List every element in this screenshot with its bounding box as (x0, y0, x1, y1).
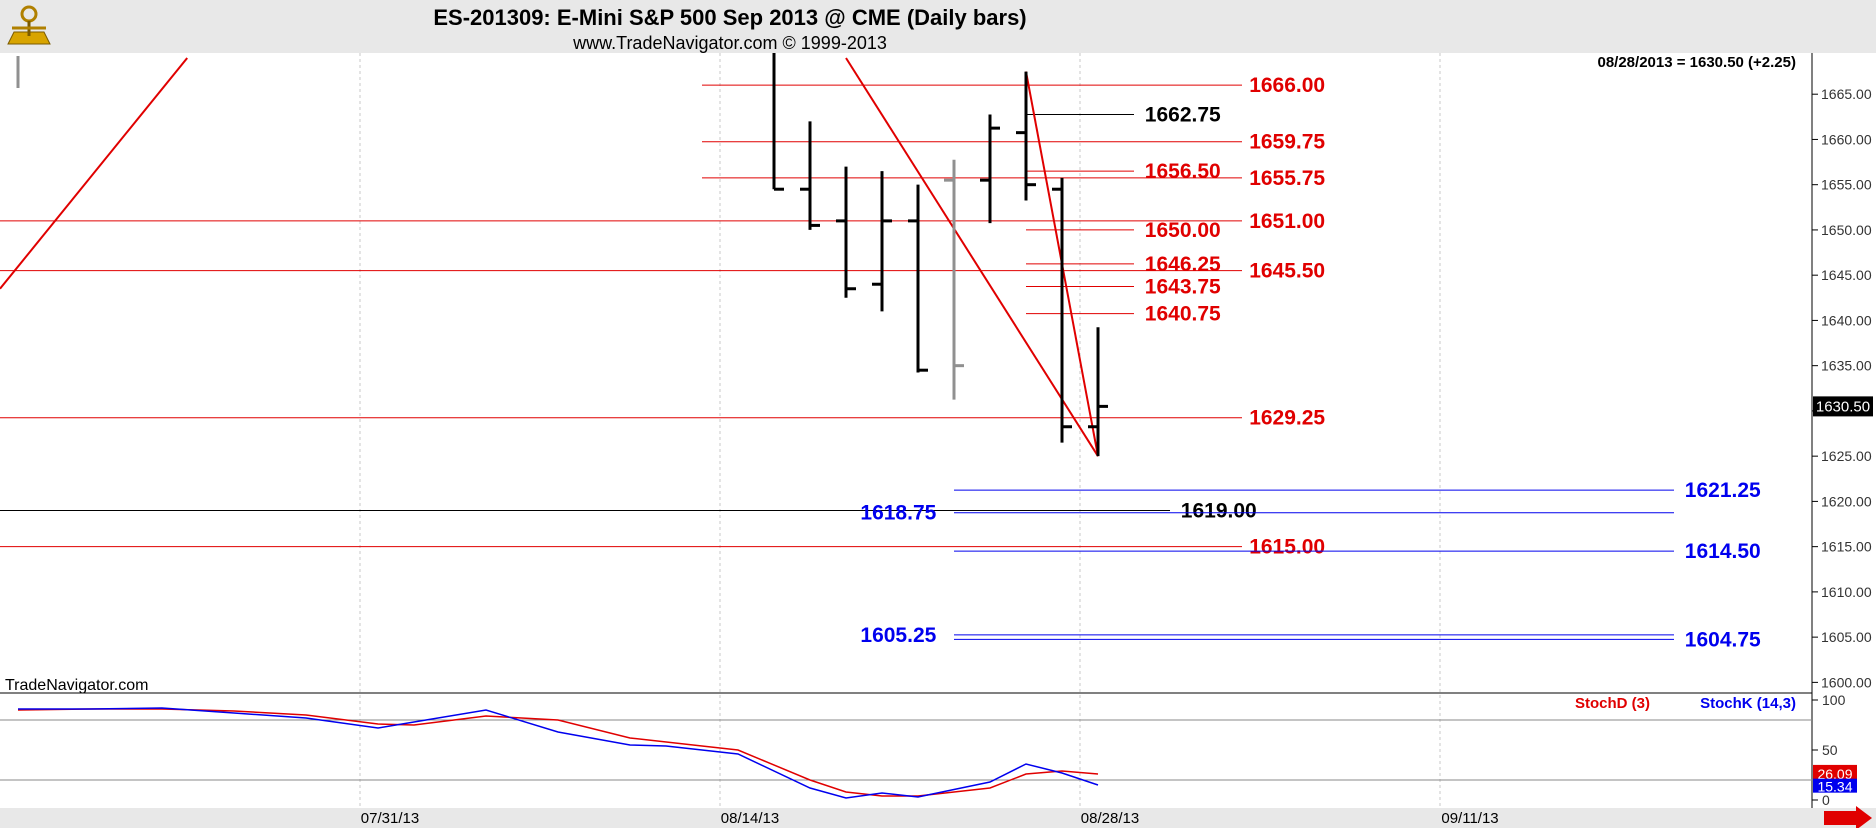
date-tick-label: 07/31/13 (361, 810, 419, 827)
level-label: 1614.50 (1685, 540, 1761, 563)
level-label: 1640.75 (1145, 303, 1221, 326)
last-price-marker: 1630.50 (1813, 396, 1873, 417)
price-tick-label: 1600.00 (1821, 674, 1872, 690)
price-tick-label: 1635.00 (1821, 358, 1872, 374)
trendline (0, 57, 188, 290)
level-label: 1645.50 (1249, 260, 1325, 283)
level-label: 1629.25 (1249, 407, 1325, 430)
price-tick-label: 1665.00 (1821, 86, 1872, 102)
price-tick-label: 1610.00 (1821, 584, 1872, 600)
price-tick-label: 1660.00 (1821, 131, 1872, 147)
stoch-tick-label: 50 (1822, 742, 1838, 758)
level-label: 1655.75 (1249, 167, 1325, 190)
price-tick-label: 1655.00 (1821, 177, 1872, 193)
level-label: 1619.00 (1181, 499, 1257, 522)
stoch-d-value-box (1813, 764, 1857, 782)
date-tick-label: 08/14/13 (721, 810, 779, 827)
date-tick-label: 09/11/13 (1441, 810, 1498, 827)
level-label: 1646.25 (1145, 253, 1221, 276)
stoch-d-label: StochD (3) (1575, 695, 1650, 712)
ohlc-bars (16, 53, 1108, 457)
last-price-info: 08/28/2013 = 1630.50 (+2.25) (1597, 54, 1796, 71)
level-label: 1650.00 (1145, 219, 1221, 242)
stoch-d-value: 26.09 (1817, 766, 1852, 782)
price-levels: 1666.00 1659.75 1655.75 1651.00 1645.50 1629.… (0, 74, 1761, 651)
stoch-k-value: 15.34 (1817, 779, 1852, 795)
chart-title: ES-201309: E-Mini S&P 500 Sep 2013 @ CME… (433, 5, 1026, 30)
level-label: 1615.00 (1249, 536, 1325, 559)
stoch-d-line (17, 708, 1099, 797)
right-axis-area (1812, 53, 1876, 828)
level-label: 1621.25 (1685, 479, 1761, 502)
trendlines (0, 57, 1099, 457)
level-label: 1605.25 (860, 624, 936, 647)
price-tick-label: 1645.00 (1821, 267, 1872, 283)
price-axis: 1600.00 1605.00 1610.00 1615.00 1620.00 1625.… (1812, 86, 1872, 690)
level-label: 1659.75 (1249, 131, 1325, 154)
level-label: 1618.75 (860, 502, 936, 525)
price-tick-label: 1605.00 (1821, 629, 1872, 645)
stoch-k-value-box (1813, 778, 1857, 793)
watermark: TradeNavigator.com (5, 677, 148, 694)
scroll-right-arrow-icon[interactable] (1824, 806, 1872, 828)
stoch-k-line (18, 707, 1099, 799)
level-label: 1666.00 (1249, 74, 1325, 97)
level-label: 1656.50 (1145, 160, 1221, 183)
stoch-k-label: StochK (14,3) (1700, 695, 1796, 712)
level-label: 1604.75 (1685, 628, 1761, 651)
last-price-label: 1630.50 (1816, 398, 1870, 415)
sextant-logo-icon (7, 5, 51, 45)
price-tick-label: 1650.00 (1821, 222, 1872, 238)
chart-subtitle: www.TradeNavigator.com © 1999-2013 (572, 33, 887, 53)
level-label: 1643.75 (1145, 275, 1221, 298)
level-label: 1662.75 (1145, 104, 1221, 127)
trendline (845, 57, 1099, 457)
date-axis-band (0, 808, 1876, 828)
level-label: 1651.00 (1249, 210, 1325, 233)
price-tick-label: 1615.00 (1821, 539, 1872, 555)
date-axis: 07/31/13 08/14/13 08/28/13 09/11/13 (361, 810, 1499, 827)
price-tick-label: 1625.00 (1821, 448, 1872, 464)
date-tick-label: 08/28/13 (1081, 810, 1139, 827)
stoch-tick-label: 0 (1822, 792, 1830, 808)
header-band (0, 0, 1876, 53)
price-tick-label: 1620.00 (1821, 493, 1872, 509)
price-tick-label: 1640.00 (1821, 312, 1872, 328)
stoch-tick-label: 100 (1822, 692, 1846, 708)
